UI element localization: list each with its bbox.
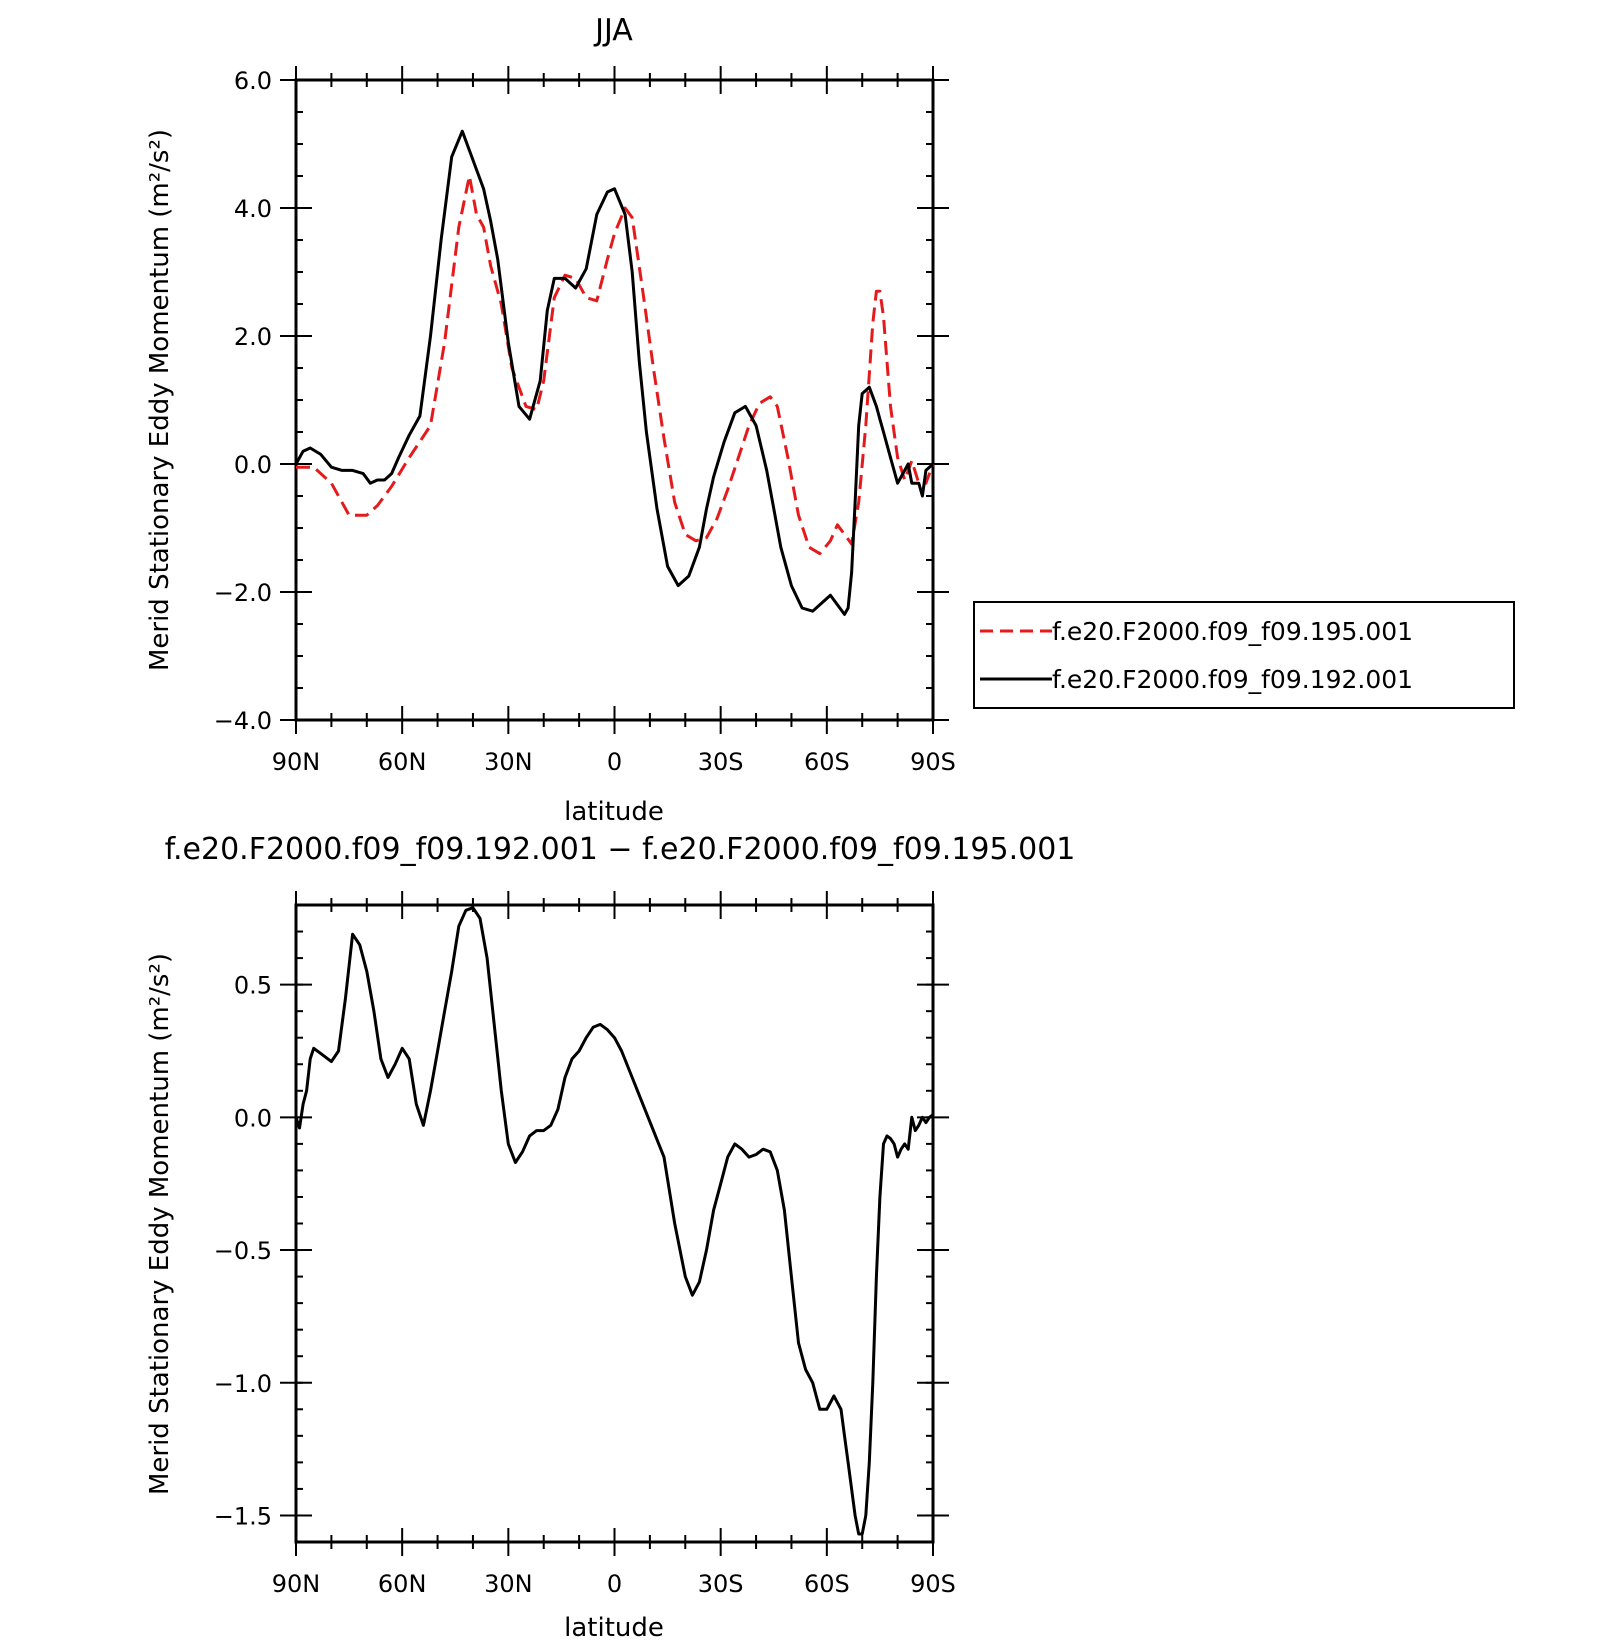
y-tick-label: −1.5: [214, 1502, 272, 1530]
x-tick-label: 60S: [804, 1570, 850, 1598]
y-tick-label: −1.0: [214, 1370, 272, 1398]
x-tick-label: 60S: [804, 748, 850, 776]
legend-entry-195: f.e20.F2000.f09_f09.195.001: [1052, 617, 1413, 646]
y-tick-label: −4.0: [214, 707, 272, 735]
series-group: [294, 906, 934, 1536]
x-tick-label: 30S: [698, 1570, 744, 1598]
series-line-f-e20-f2000-f09-f09-195-001: [296, 174, 935, 556]
legend: f.e20.F2000.f09_f09.195.001 f.e20.F2000.…: [973, 601, 1515, 709]
legend-entry-192: f.e20.F2000.f09_f09.192.001: [1052, 665, 1413, 694]
x-axis-label: latitude: [564, 1613, 664, 1641]
y-tick-label: 6.0: [234, 67, 272, 95]
series-line-f-e20-f2000-f09-f09-192-001: [294, 129, 935, 616]
chart-panel-top: JJA 90N 60N 30N 0 30S 60S 90S 6.0 4.0 2.0 0.0 −2.0…: [145, 13, 1515, 827]
legend-box: [973, 601, 1515, 709]
y-tick-label: 4.0: [234, 195, 272, 223]
chart-title: JJA: [593, 13, 633, 48]
y-tick-label: 0.0: [234, 451, 272, 479]
y-axis: 0.5 0.0 −0.5 −1.0 −1.5: [214, 904, 949, 1543]
x-axis: 90N 60N 30N 0 30S 60S 90S: [272, 891, 956, 1598]
series-group: [294, 129, 935, 616]
y-tick-label: 0.0: [234, 1104, 272, 1132]
x-tick-label: 30S: [698, 748, 744, 776]
y-tick-label: −2.0: [214, 579, 272, 607]
plot-frame: [294, 78, 935, 722]
y-axis: 6.0 4.0 2.0 0.0 −2.0 −4.0: [214, 67, 949, 735]
x-tick-label: 0: [607, 748, 622, 776]
x-axis: 90N 60N 30N 0 30S 60S 90S: [272, 66, 956, 776]
difference-chart-title: f.e20.F2000.f09_f09.192.001 − f.e20.F200…: [165, 832, 1076, 867]
x-tick-label: 90N: [272, 1570, 321, 1598]
plot-frame: [294, 903, 935, 1544]
x-tick-label: 30N: [484, 1570, 533, 1598]
x-tick-label: 0: [607, 1570, 622, 1598]
x-tick-label: 90S: [910, 748, 956, 776]
x-tick-label: 60N: [378, 748, 427, 776]
chart-panel-bottom: f.e20.F2000.f09_f09.192.001 − f.e20.F200…: [145, 832, 1075, 1641]
x-axis-label: latitude: [564, 797, 664, 827]
series-line-difference: [294, 906, 934, 1536]
y-tick-label: 0.5: [234, 972, 272, 1000]
x-tick-label: 60N: [378, 1570, 427, 1598]
x-tick-label: 30N: [484, 748, 533, 776]
y-tick-label: −0.5: [214, 1237, 272, 1265]
y-axis-label: Merid Stationary Eddy Momentum (m²/s²): [145, 953, 175, 1495]
y-axis-label: Merid Stationary Eddy Momentum (m²/s²): [145, 129, 175, 671]
y-tick-label: 2.0: [234, 323, 272, 351]
x-tick-label: 90S: [910, 1570, 956, 1598]
x-tick-label: 90N: [272, 748, 321, 776]
